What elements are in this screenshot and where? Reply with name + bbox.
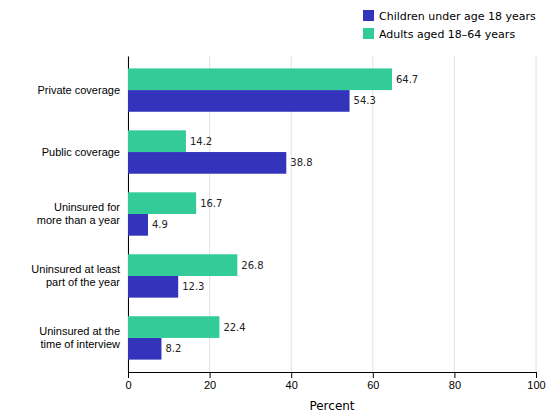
chart: 0 20 40 60 80 100 Private coverage Public cover… bbox=[0, 0, 560, 420]
tick-mark bbox=[210, 372, 211, 378]
legend-item: Adults aged 18–64 years bbox=[363, 28, 515, 41]
tick-label: 20 bbox=[204, 379, 216, 391]
data-label: 16.7 bbox=[200, 198, 222, 209]
data-label: 54.3 bbox=[354, 95, 376, 106]
tick: Uninsured at leastpart of the year bbox=[31, 263, 128, 288]
x-axis-title: Percent bbox=[309, 399, 354, 413]
tick: Private coverage bbox=[37, 84, 128, 96]
tick-label: Uninsured formore than a year bbox=[37, 201, 120, 226]
data-label: 12.3 bbox=[182, 281, 204, 292]
data-label: 38.8 bbox=[290, 157, 312, 168]
tick-mark bbox=[454, 372, 455, 378]
tick: Uninsured formore than a year bbox=[37, 201, 128, 226]
tick: 100 bbox=[527, 372, 545, 391]
tick: 40 bbox=[286, 372, 298, 391]
tick-label: 100 bbox=[527, 379, 545, 391]
data-labels: 54.3 38.8 4.9 12.3 8.2 64.7 14.2 16.7 26.8 22.4 bbox=[152, 74, 418, 355]
tick: 60 bbox=[367, 372, 379, 391]
tick-label: 40 bbox=[286, 379, 298, 391]
bar bbox=[128, 254, 237, 276]
data-label: 14.2 bbox=[190, 136, 212, 147]
tick: 0 bbox=[125, 372, 131, 391]
bars bbox=[128, 68, 392, 359]
tick: Public coverage bbox=[42, 146, 128, 158]
bar bbox=[128, 316, 219, 338]
legend-label: Children under age 18 years bbox=[379, 10, 536, 23]
data-label: 26.8 bbox=[241, 260, 263, 271]
data-label: 4.9 bbox=[152, 219, 168, 230]
tick-mark bbox=[373, 372, 374, 378]
series bbox=[128, 68, 392, 338]
legend-label: Adults aged 18–64 years bbox=[379, 28, 515, 41]
bar bbox=[128, 90, 350, 112]
tick: 20 bbox=[204, 372, 216, 391]
y-axis: Private coverage Public coverage Uninsured… bbox=[31, 57, 128, 373]
legend-swatch bbox=[363, 28, 374, 39]
series bbox=[128, 90, 350, 360]
tick-label: 60 bbox=[367, 379, 379, 391]
bar bbox=[128, 214, 148, 236]
tick-mark bbox=[128, 372, 129, 378]
grid-line bbox=[454, 56, 455, 372]
tick: Uninsured at thetime of interview bbox=[39, 325, 128, 350]
bar bbox=[128, 338, 161, 360]
data-label: 64.7 bbox=[396, 74, 418, 85]
tick-label: Private coverage bbox=[37, 84, 120, 96]
x-axis: 0 20 40 60 80 100 bbox=[125, 372, 545, 391]
data-label: 22.4 bbox=[223, 322, 245, 333]
tick-label: Uninsured at thetime of interview bbox=[39, 325, 120, 350]
data-label: 8.2 bbox=[165, 343, 181, 354]
grid bbox=[128, 56, 536, 372]
bar bbox=[128, 130, 186, 152]
grid-line bbox=[536, 56, 537, 372]
legend-item: Children under age 18 years bbox=[363, 10, 536, 23]
tick-label: Uninsured at leastpart of the year bbox=[31, 263, 120, 288]
tick-label: 0 bbox=[125, 379, 131, 391]
bar bbox=[128, 68, 392, 90]
legend: Children under age 18 years Adults aged 1… bbox=[363, 10, 536, 41]
tick: 80 bbox=[449, 372, 461, 391]
tick-label: 80 bbox=[449, 379, 461, 391]
bar bbox=[128, 276, 178, 298]
tick-mark bbox=[291, 372, 292, 378]
tick-mark bbox=[536, 372, 537, 378]
bar bbox=[128, 152, 286, 174]
plot: 0 20 40 60 80 100 Private coverage Public cover… bbox=[31, 56, 545, 391]
tick-label: Public coverage bbox=[42, 146, 120, 158]
axis-line bbox=[129, 373, 537, 379]
legend-swatch bbox=[363, 10, 374, 21]
bar bbox=[128, 192, 196, 214]
